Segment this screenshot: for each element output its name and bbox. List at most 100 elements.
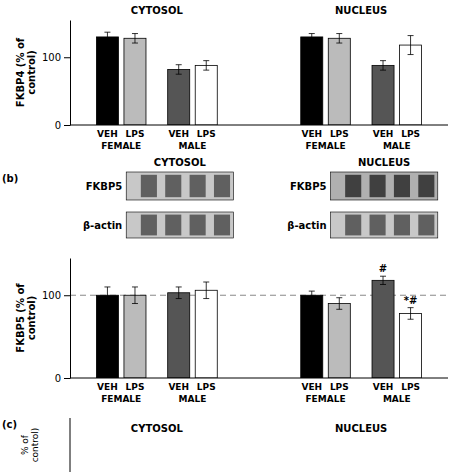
annotation: # bbox=[379, 263, 387, 274]
bar-panel: 0100FKBP5 (% ofcontrol)VEHLPSFEMALEVEHLP… bbox=[15, 259, 448, 405]
y-tick: 0 bbox=[55, 373, 70, 384]
blot-band bbox=[394, 215, 410, 236]
y-tick-mark bbox=[64, 378, 70, 379]
x-axis-line bbox=[70, 125, 448, 126]
blot-panel: (b)CYTOSOLFKBP5β-actinNUCLEUSFKBP5β-acti… bbox=[2, 157, 438, 238]
blot-strip bbox=[331, 172, 438, 200]
y-tick-mark bbox=[64, 125, 70, 126]
bar-label: LPS bbox=[401, 129, 420, 139]
bar-label: VEH bbox=[97, 382, 118, 392]
y-axis-label: FKBP4 (% ofcontrol) bbox=[15, 37, 38, 107]
category-label: MALE bbox=[179, 141, 207, 151]
y-tick: 0 bbox=[55, 120, 70, 131]
bar-label: LPS bbox=[126, 382, 145, 392]
row-label: FKBP5 bbox=[290, 181, 327, 192]
bar bbox=[96, 295, 118, 378]
bar bbox=[301, 295, 323, 378]
y-axis-line bbox=[70, 418, 71, 472]
bar-label: LPS bbox=[330, 382, 349, 392]
blot-band bbox=[141, 175, 157, 197]
category-label: FEMALE bbox=[305, 394, 345, 404]
section-label: NUCLEUS bbox=[335, 5, 387, 16]
error-bar bbox=[380, 276, 386, 284]
blot-strip bbox=[331, 212, 438, 238]
bar-label: VEH bbox=[168, 382, 189, 392]
bar bbox=[301, 37, 323, 125]
y-tick-label: 0 bbox=[55, 120, 61, 131]
error-bar bbox=[176, 65, 182, 74]
error-bar bbox=[408, 36, 414, 55]
panel-label: (b) bbox=[2, 173, 18, 184]
blot-band bbox=[394, 175, 410, 197]
category-label: FEMALE bbox=[305, 141, 345, 151]
bar-label: VEH bbox=[301, 129, 322, 139]
y-tick-label: 0 bbox=[55, 373, 61, 384]
error-bar bbox=[104, 287, 110, 304]
y-axis: 0 100 bbox=[42, 259, 71, 384]
stub-panel: (c)CYTOSOLNUCLEUS% ofcontrol) bbox=[2, 418, 387, 472]
error-bar bbox=[336, 34, 342, 43]
bar-label: LPS bbox=[197, 382, 216, 392]
category-label: FEMALE bbox=[101, 141, 141, 151]
error-bar bbox=[132, 287, 138, 304]
bar bbox=[328, 304, 350, 378]
row-label: β-actin bbox=[287, 220, 326, 231]
bar-label: VEH bbox=[97, 129, 118, 139]
error-bar bbox=[408, 308, 414, 320]
x-axis-line bbox=[70, 378, 448, 379]
bar bbox=[124, 295, 146, 378]
y-tick-label: 100 bbox=[42, 290, 61, 301]
bar bbox=[400, 313, 422, 378]
bar-label: LPS bbox=[197, 129, 216, 139]
error-bar bbox=[380, 61, 386, 70]
blot-band bbox=[141, 215, 157, 236]
blot-band bbox=[190, 175, 206, 197]
bar bbox=[124, 38, 146, 125]
category-label: MALE bbox=[383, 141, 411, 151]
error-bar bbox=[176, 287, 182, 299]
bar bbox=[328, 38, 350, 125]
blot-band bbox=[165, 215, 181, 236]
bar-label: VEH bbox=[168, 129, 189, 139]
error-bar bbox=[336, 298, 342, 310]
y-axis: 0 100 bbox=[42, 21, 71, 131]
bar bbox=[372, 65, 394, 125]
y-tick: 100 bbox=[42, 52, 70, 63]
bar bbox=[400, 45, 422, 125]
y-tick: 100 bbox=[42, 290, 70, 301]
plot-marks bbox=[70, 276, 448, 378]
error-bar bbox=[203, 282, 209, 299]
error-bar bbox=[309, 291, 315, 299]
row-label: β-actin bbox=[83, 220, 122, 231]
blot-band bbox=[214, 175, 230, 197]
section-label: CYTOSOL bbox=[131, 5, 184, 16]
bar-label: LPS bbox=[330, 129, 349, 139]
bar-label: LPS bbox=[126, 129, 145, 139]
bar-label: VEH bbox=[373, 129, 394, 139]
blot-band bbox=[370, 175, 386, 197]
y-tick-label: 100 bbox=[42, 52, 61, 63]
section-label: NUCLEUS bbox=[335, 423, 387, 434]
y-tick-mark bbox=[64, 295, 70, 296]
bar-label: LPS bbox=[401, 382, 420, 392]
blot-band bbox=[418, 215, 434, 236]
category-label: FEMALE bbox=[101, 394, 141, 404]
error-bar bbox=[309, 34, 315, 41]
error-bar bbox=[104, 32, 110, 41]
panel-label: (c) bbox=[2, 419, 17, 430]
blot-band bbox=[418, 175, 434, 197]
figure: 0 100 FKBP4 (% ofcontrol) CYTOSOL NUCLEUS VEH… bbox=[0, 0, 458, 475]
section-label: NUCLEUS bbox=[358, 157, 410, 168]
bar bbox=[195, 65, 217, 125]
blot-band bbox=[214, 215, 230, 236]
error-bar bbox=[132, 34, 138, 43]
category-label: MALE bbox=[179, 394, 207, 404]
plot-marks bbox=[96, 32, 421, 125]
bar-label: VEH bbox=[301, 382, 322, 392]
y-axis-label: % ofcontrol) bbox=[20, 428, 40, 463]
blot-band bbox=[165, 175, 181, 197]
annotation: *# bbox=[404, 295, 418, 306]
y-tick-mark bbox=[64, 57, 70, 58]
blot-band bbox=[345, 175, 361, 197]
y-axis-line bbox=[70, 259, 71, 379]
